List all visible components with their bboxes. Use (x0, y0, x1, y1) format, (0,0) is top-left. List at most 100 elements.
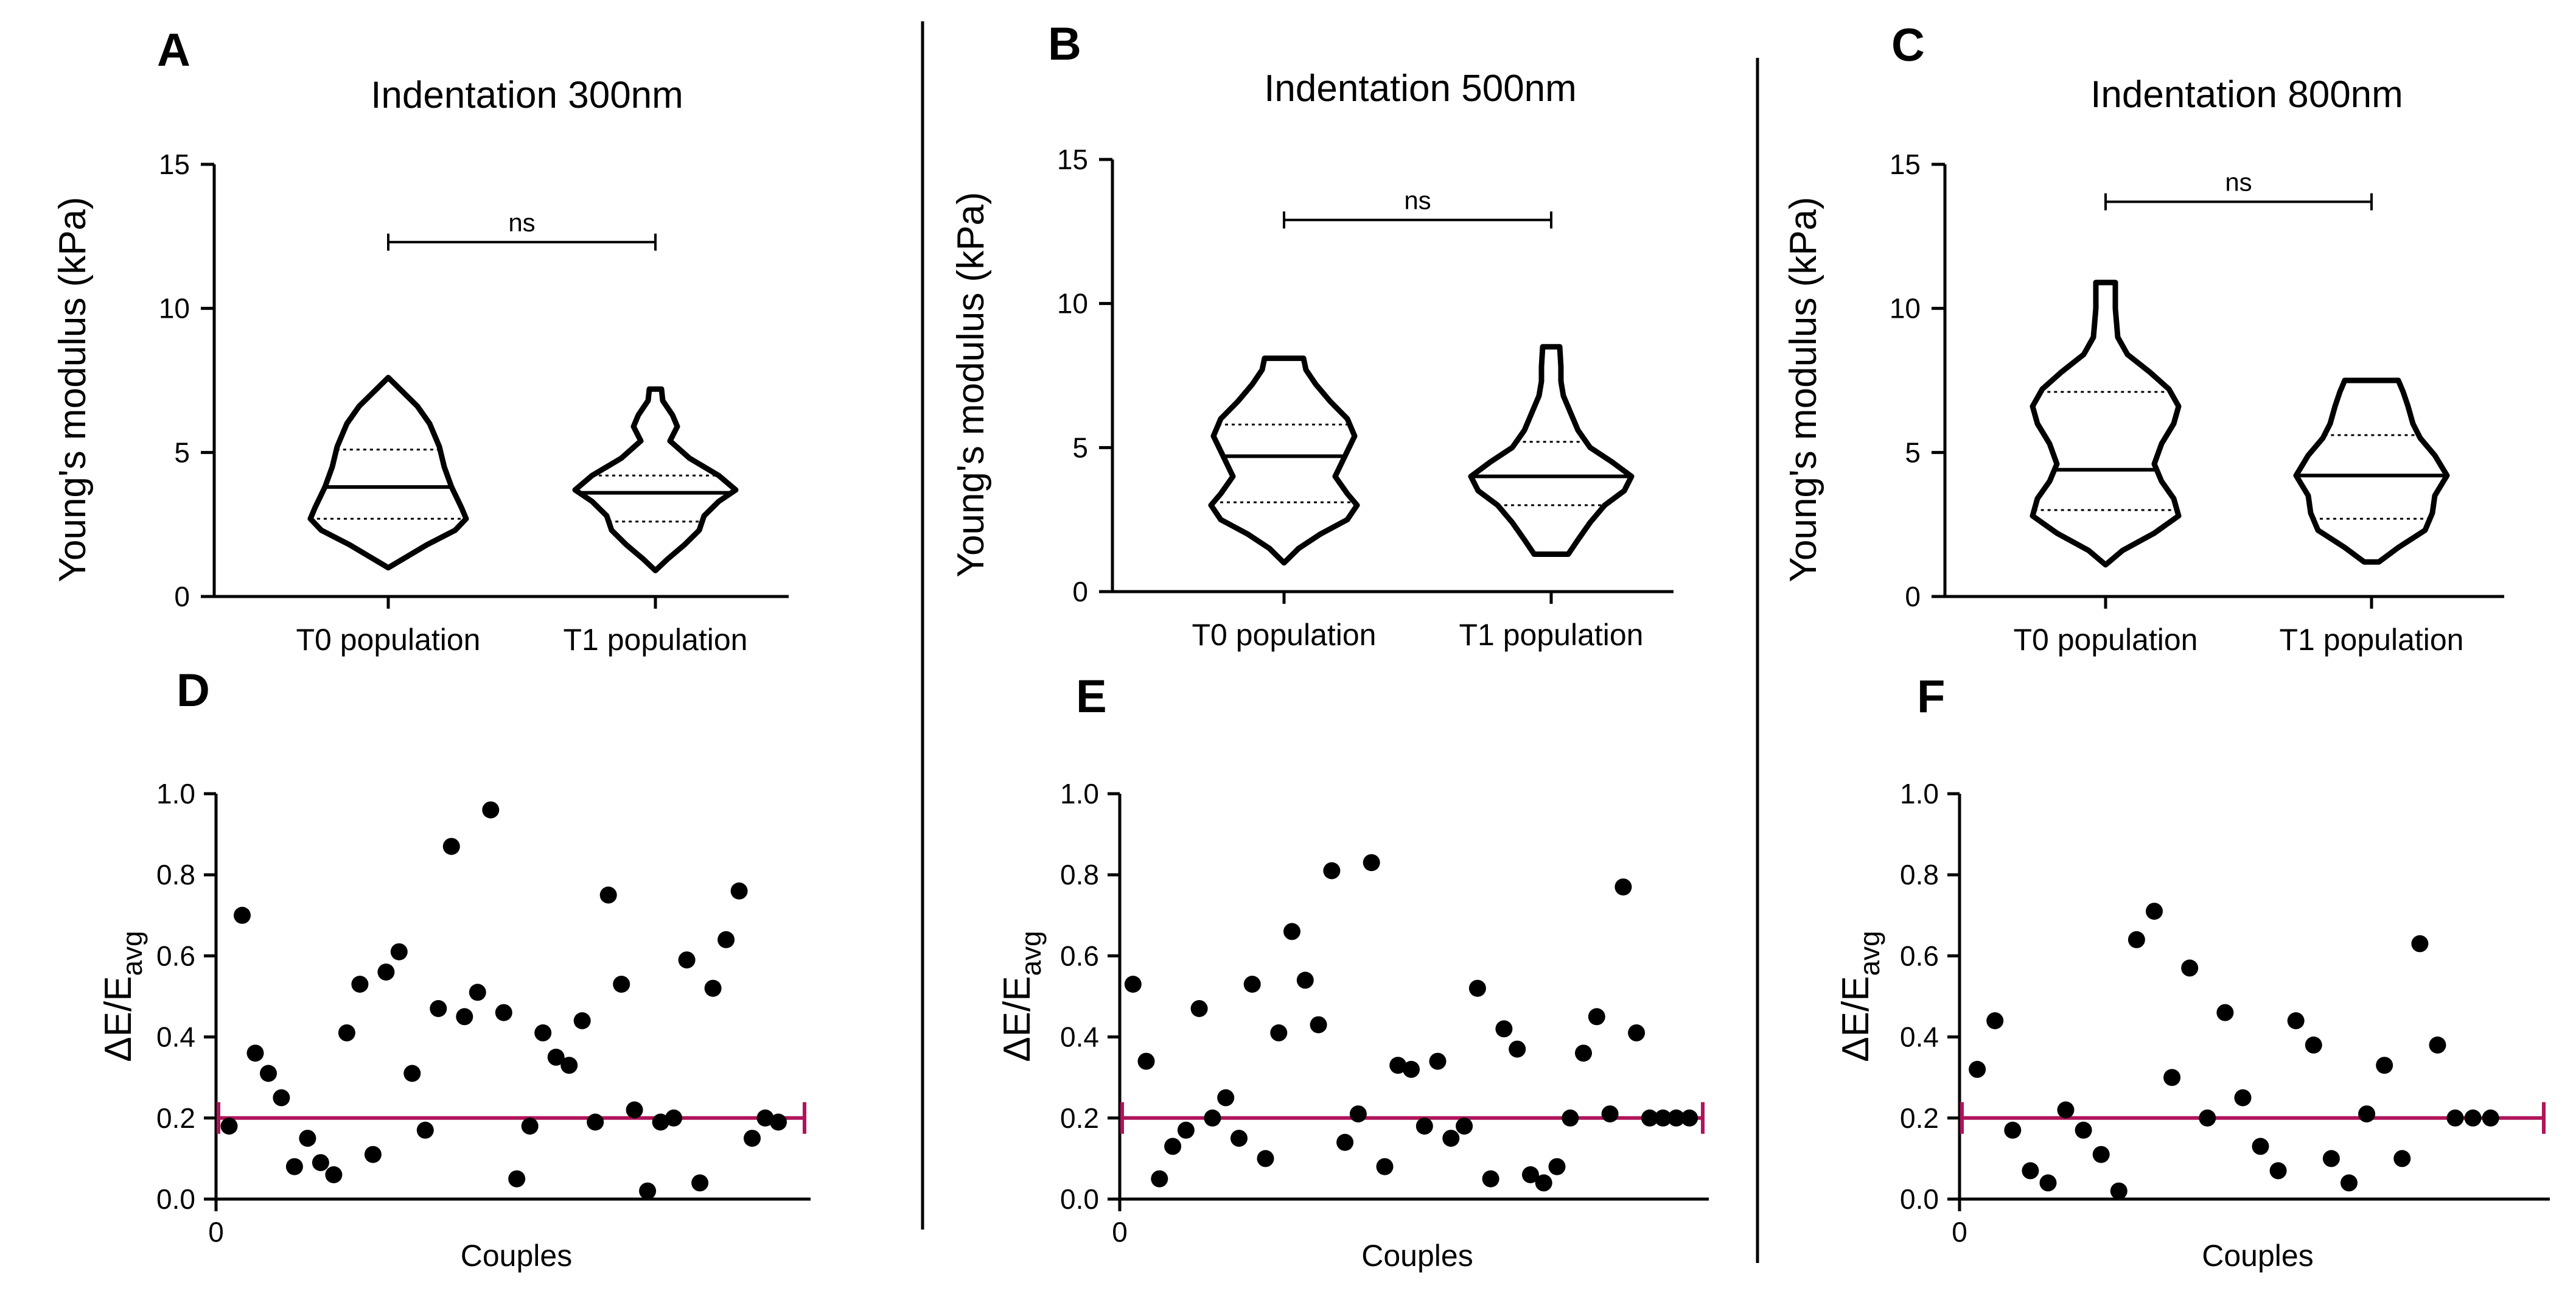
data-point (1969, 1060, 1986, 1078)
data-point (325, 1166, 343, 1183)
data-point (1296, 971, 1314, 989)
violin-shape-1 (572, 386, 739, 573)
x-axis-title: Couples (1361, 1239, 1473, 1273)
data-point (299, 1130, 316, 1147)
y-tick-label: 0 (1905, 581, 1921, 612)
y-tick-label: 0.4 (1060, 1021, 1099, 1053)
data-point (2039, 1174, 2057, 1192)
data-point (351, 976, 369, 993)
data-point (285, 1158, 303, 1175)
data-point (2269, 1162, 2287, 1180)
y-tick-label: 15 (159, 149, 190, 180)
data-point (338, 1024, 355, 1041)
data-point (2482, 1109, 2499, 1127)
data-point (495, 1004, 512, 1021)
data-point (2181, 959, 2199, 977)
data-point (1376, 1158, 1394, 1175)
data-point (1190, 1000, 1208, 1017)
y-axis-title: Young's modulus (kPa) (950, 192, 992, 577)
scatter-panel-f: F 0.0 0.2 0.4 0.6 0.8 1.0 0 Couples ΔE/Eavg (1835, 671, 2550, 1273)
data-point (1177, 1121, 1195, 1139)
data-point (547, 1048, 565, 1066)
data-point (456, 1008, 473, 1026)
data-point (1323, 862, 1341, 880)
scatter-panel-d: D 0.0 0.2 0.4 0.6 0.8 1.0 0 Couples ΔE/Eavg (97, 665, 811, 1273)
x-axis-title: Couples (461, 1239, 572, 1273)
data-point (770, 1113, 787, 1131)
data-point (442, 838, 460, 855)
data-point (260, 1065, 277, 1082)
data-point (1614, 878, 1632, 896)
data-point (1217, 1089, 1235, 1107)
data-point (1575, 1044, 1592, 1062)
panel-label: C (1891, 19, 1925, 71)
y-tick-label: 0.0 (1060, 1183, 1099, 1215)
data-point (1204, 1109, 1221, 1127)
violin-shape-1 (2293, 377, 2450, 565)
data-point (1641, 1109, 1658, 1127)
y-tick-label: 5 (1905, 436, 1921, 468)
x-tick-label: 0 (1952, 1216, 1967, 1248)
data-point (1601, 1105, 1619, 1123)
data-point (508, 1170, 526, 1188)
y-tick-label: 0.6 (1900, 940, 1939, 971)
data-point (1283, 923, 1300, 940)
data-point (1522, 1166, 1539, 1183)
y-axis-title: Young's modulus (kPa) (52, 197, 94, 582)
panel-label: B (1048, 18, 1081, 70)
data-point (2092, 1146, 2110, 1163)
data-point (1137, 1052, 1155, 1070)
data-point (364, 1146, 382, 1163)
panel-label: A (157, 24, 190, 76)
y-axis-title-subscript: avg (1015, 931, 1047, 976)
data-point (678, 951, 696, 969)
data-point (2287, 1012, 2305, 1029)
y-tick-label: 0.2 (1900, 1102, 1939, 1134)
data-point (2322, 1150, 2340, 1167)
data-point (717, 931, 735, 948)
y-tick-label: 0.8 (1060, 859, 1099, 890)
y-axis-title-main: ΔE/E (996, 976, 1038, 1062)
data-point (403, 1065, 421, 1082)
data-point (2411, 935, 2429, 953)
y-axis-title-main: ΔE/E (1835, 976, 1877, 1062)
data-point (1310, 1016, 1327, 1034)
y-tick-label: 0 (1072, 576, 1088, 607)
data-point (2163, 1069, 2181, 1086)
data-point (1667, 1109, 1685, 1127)
y-axis-title-subscript: avg (1854, 931, 1885, 976)
x-category-label: T1 population (2279, 623, 2463, 657)
y-tick-label: 0.0 (1900, 1183, 1939, 1215)
significance-label: ns (2225, 168, 2252, 197)
data-point (1482, 1170, 1499, 1188)
y-axis-title: ΔE/Eavg (996, 931, 1047, 1062)
data-point (1151, 1170, 1168, 1188)
panel-label: D (176, 665, 210, 716)
panel-label: F (1917, 671, 1945, 722)
data-point (1389, 1057, 1407, 1074)
data-point (1535, 1174, 1552, 1192)
data-point (416, 1121, 434, 1139)
violin-panel-c: C Indentation 800nm 0 5 10 15 T0 population T1 … (1782, 19, 2504, 657)
data-point (626, 1101, 643, 1119)
x-category-label: T0 population (1192, 618, 1376, 652)
y-tick-label: 10 (1890, 293, 1921, 324)
data-point (1628, 1024, 1646, 1041)
data-point (730, 882, 748, 900)
violin-shape-1 (1468, 344, 1635, 557)
y-tick-label: 0.0 (156, 1183, 195, 1215)
scatter-panel-e: E 0.0 0.2 0.4 0.6 0.8 1.0 0 Couples ΔE/Eavg (996, 671, 1709, 1273)
violin-shape-0 (2030, 279, 2182, 568)
y-tick-label: 5 (174, 436, 190, 468)
y-axis-title-main: ΔE/E (97, 976, 139, 1062)
data-point (1230, 1130, 1248, 1147)
data-point (273, 1089, 290, 1107)
y-tick-label: 0 (174, 581, 190, 612)
data-point (1468, 979, 1486, 997)
data-point (2446, 1109, 2464, 1127)
data-point (2146, 903, 2163, 920)
data-point (220, 1118, 238, 1135)
data-point (2075, 1121, 2092, 1139)
data-point (2305, 1036, 2322, 1054)
y-tick-label: 0.4 (156, 1021, 195, 1053)
